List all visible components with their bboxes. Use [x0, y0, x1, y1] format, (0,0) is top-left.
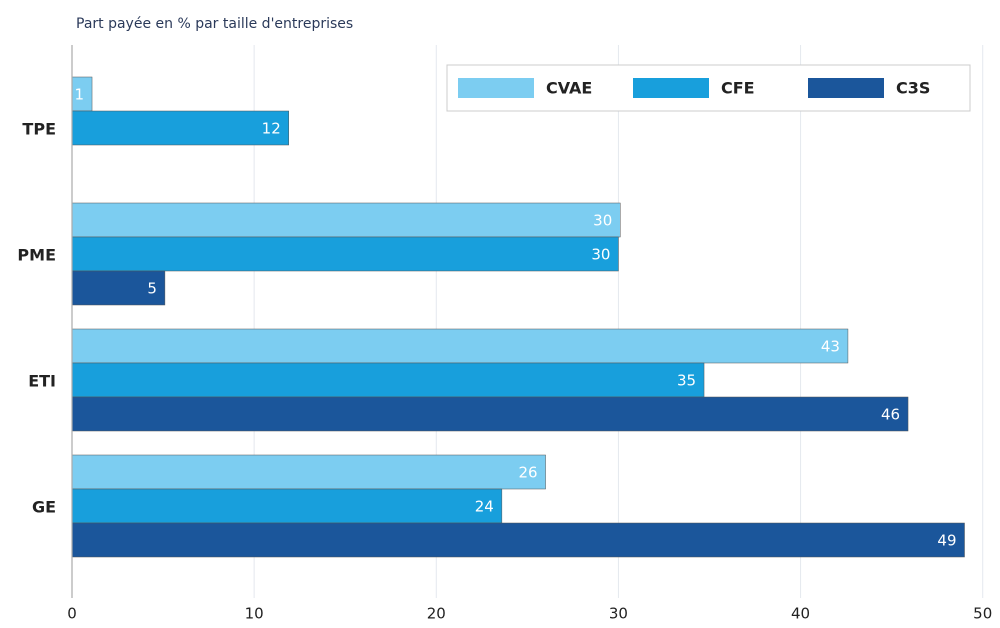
- data-label: 46: [881, 406, 900, 424]
- data-label: 12: [262, 120, 281, 138]
- data-label: 43: [821, 338, 840, 356]
- x-tick-label: 0: [67, 605, 77, 623]
- legend-swatch: [458, 78, 534, 98]
- legend-label: CFE: [721, 79, 755, 98]
- x-tick-label: 40: [791, 605, 810, 623]
- bar: [71, 522, 965, 558]
- bar: [71, 270, 166, 306]
- data-label: 49: [937, 532, 956, 550]
- data-label: 30: [591, 246, 610, 264]
- data-label: 1: [74, 86, 84, 104]
- legend-label: C3S: [896, 79, 930, 98]
- x-tick-label: 30: [609, 605, 628, 623]
- legend-label: CVAE: [546, 79, 592, 98]
- bar: [71, 328, 849, 364]
- data-label: 30: [593, 212, 612, 230]
- bar: [71, 110, 289, 146]
- y-tick-label: ETI: [28, 372, 56, 391]
- x-tick-label: 10: [245, 605, 264, 623]
- bar: [71, 488, 503, 524]
- y-tick-label: PME: [17, 246, 56, 265]
- y-tick-label: GE: [32, 498, 56, 517]
- bar: [71, 396, 909, 432]
- bar: [71, 202, 621, 238]
- legend-swatch: [633, 78, 709, 98]
- data-label: 35: [677, 372, 696, 390]
- y-tick-label: TPE: [22, 120, 56, 139]
- legend: CVAE CFE C3S: [458, 78, 930, 98]
- legend-swatch: [808, 78, 884, 98]
- chart-title: Part payée en % par taille d'entreprises: [76, 16, 353, 32]
- bar: [71, 454, 546, 490]
- x-tick-label: 50: [973, 605, 992, 623]
- data-label: 24: [475, 498, 494, 516]
- x-tick-label: 20: [427, 605, 446, 623]
- data-label: 5: [147, 280, 157, 298]
- data-label: 26: [518, 464, 537, 482]
- bar: [71, 362, 705, 398]
- bars: TPE 1 12 PME 30 30 5 ETI 43 35 46 GE 26 24 49: [17, 76, 965, 558]
- bar: [71, 236, 619, 272]
